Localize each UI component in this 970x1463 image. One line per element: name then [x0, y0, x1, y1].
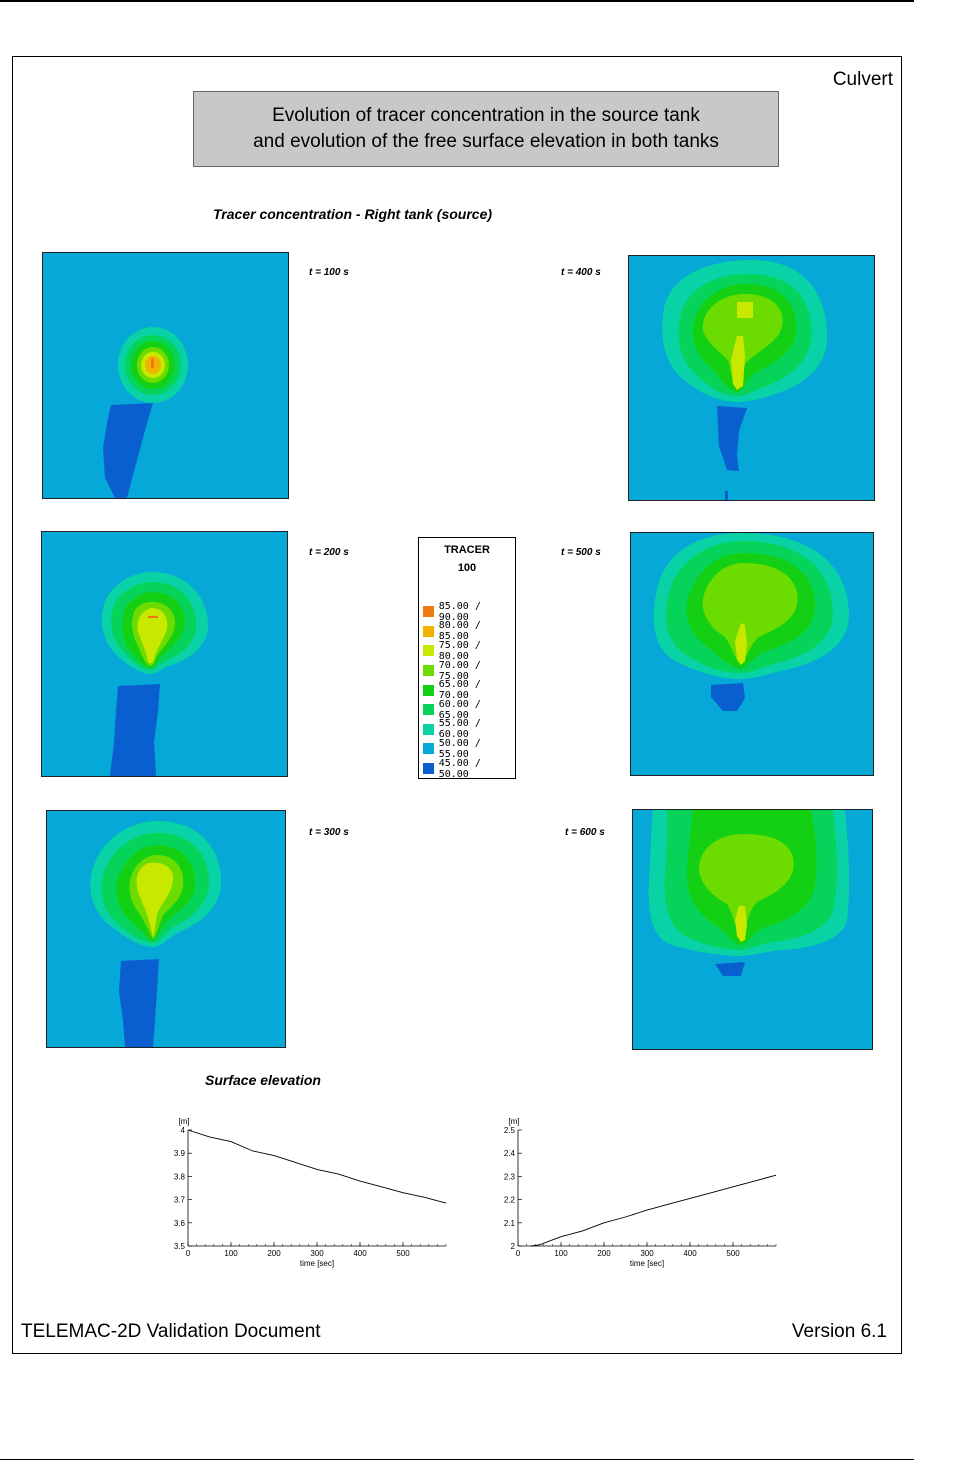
footer-document-title: TELEMAC-2D Validation Document: [21, 1321, 321, 1342]
x-tick-label: 500: [396, 1249, 410, 1258]
tracer-map-t500: [653, 533, 849, 711]
legend-item: 45.00 / 50.00: [423, 757, 515, 780]
y-axis-label: [m]: [178, 1117, 189, 1126]
elevation-series-line: [530, 1174, 777, 1247]
tracer-map-t100: [103, 327, 188, 498]
legend-swatch: [423, 684, 434, 696]
footer-version: Version 6.1: [791, 1321, 887, 1342]
tracer-panel-t200: [41, 531, 288, 777]
legend-subtitle: 100: [457, 562, 477, 574]
y-tick-label: 2: [511, 1242, 516, 1251]
panel-label-t200: t = 200 s: [309, 547, 349, 558]
legend-item: 75.00 / 80.00: [423, 639, 515, 662]
tracer-panel-t500: [630, 532, 874, 776]
legend-swatch: [423, 723, 434, 735]
y-tick-label: 3.8: [174, 1172, 186, 1181]
legend-items: 85.00 / 90.00 80.00 / 85.00 75.00 / 80.0…: [423, 600, 515, 780]
legend-swatch: [423, 645, 434, 657]
legend-item: 55.00 / 60.00: [423, 718, 515, 741]
legend-swatch: [423, 704, 434, 716]
legend-range: 60.00 / 65.00: [438, 698, 481, 721]
surface-elevation-left-tank-chart: 0 100 200 300 400 500 3.5 3.6 3.7 3.8 3.9 4[m] time …: [174, 1117, 447, 1268]
y-tick-label: 4: [181, 1126, 186, 1135]
legend-range: 55.00 / 60.00: [438, 718, 481, 741]
x-tick-label: 400: [683, 1249, 697, 1258]
legend-item: 85.00 / 90.00: [423, 600, 515, 623]
figure-title: Evolution of tracer concentration in the…: [193, 91, 779, 167]
y-tick-label: 2.2: [504, 1196, 516, 1205]
legend-swatch: [423, 665, 434, 677]
tracer-map-t600: [648, 810, 850, 976]
panel-label-t400: t = 400 s: [561, 267, 601, 278]
y-tick-label: 2.1: [504, 1219, 516, 1228]
y-tick-label: 2.3: [504, 1172, 516, 1181]
legend-item: 70.00 / 75.00: [423, 659, 515, 682]
y-tick-label: 2.5: [504, 1126, 516, 1135]
x-axis-label: time [sec]: [630, 1259, 664, 1268]
x-tick-label: 0: [186, 1249, 191, 1258]
legend-item: 80.00 / 85.00: [423, 620, 515, 643]
legend-swatch: [423, 625, 434, 637]
legend-swatch: [423, 743, 434, 755]
legend-range: 45.00 / 50.00: [438, 757, 481, 780]
y-tick-label: 3.7: [174, 1196, 186, 1205]
legend-range: 85.00 / 90.00: [438, 600, 481, 623]
y-tick-label: 3.6: [174, 1219, 186, 1228]
y-tick-label: 3.5: [174, 1242, 186, 1251]
legend-swatch: [423, 606, 434, 618]
x-tick-label: 100: [554, 1249, 568, 1258]
panel-label-t100: t = 100 s: [309, 267, 349, 278]
legend-range: 70.00 / 75.00: [438, 659, 481, 682]
legend-swatch: [423, 763, 434, 775]
x-tick-label: 500: [726, 1249, 740, 1258]
top-rule: [0, 0, 914, 2]
tracer-panel-t600: [632, 809, 873, 1050]
tracer-map-t200: [101, 572, 209, 776]
panel-label-t300: t = 300 s: [309, 827, 349, 838]
section-surface-heading: Surface elevation: [205, 1072, 321, 1088]
panel-label-t500: t = 500 s: [561, 547, 601, 558]
figure-frame: Culvert Evolution of tracer concentratio…: [12, 56, 902, 1354]
tracer-map-t400: [662, 260, 828, 500]
surface-elevation-right-tank-chart: 0 100 200 300 400 500 2 2.1 2.2 2.3 2.4 2.5[m] time …: [504, 1117, 777, 1268]
x-tick-label: 200: [267, 1249, 281, 1258]
legend-item: 60.00 / 65.00: [423, 698, 515, 721]
y-tick-label: 2.4: [504, 1149, 516, 1158]
tracer-legend: TRACER 100 85.00 / 90.00 80.00 / 85.00 7…: [418, 537, 516, 780]
x-axis-label: time [sec]: [300, 1259, 334, 1268]
x-tick-label: 400: [353, 1249, 367, 1258]
legend-item: 50.00 / 55.00: [423, 737, 515, 760]
x-tick-label: 0: [516, 1249, 521, 1258]
tracer-panel-t400: [628, 255, 875, 501]
legend-title: TRACER: [444, 544, 490, 556]
tracer-map-t300: [90, 821, 222, 1047]
x-tick-label: 300: [640, 1249, 654, 1258]
elevation-series-line: [187, 1129, 447, 1204]
legend-range: 65.00 / 70.00: [438, 679, 481, 702]
x-tick-label: 200: [597, 1249, 611, 1258]
y-axis-label: [m]: [508, 1117, 519, 1126]
x-tick-label: 300: [310, 1249, 324, 1258]
legend-range: 50.00 / 55.00: [438, 737, 481, 760]
section-tracer-heading: Tracer concentration - Right tank (sourc…: [213, 206, 493, 222]
case-name: Culvert: [832, 69, 893, 90]
tracer-panel-t100: [42, 252, 289, 499]
bottom-rule: [0, 1459, 914, 1460]
y-tick-label: 3.9: [174, 1149, 186, 1158]
x-tick-label: 100: [224, 1249, 238, 1258]
tracer-panel-t300: [46, 810, 286, 1048]
legend-item: 65.00 / 70.00: [423, 679, 515, 702]
panel-label-t600: t = 600 s: [565, 827, 605, 838]
legend-range: 80.00 / 85.00: [438, 620, 481, 643]
legend-range: 75.00 / 80.00: [438, 639, 481, 662]
